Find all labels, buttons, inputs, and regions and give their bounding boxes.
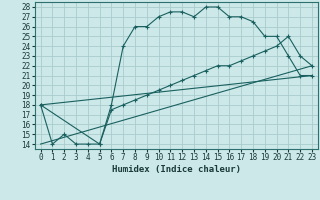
X-axis label: Humidex (Indice chaleur): Humidex (Indice chaleur)	[112, 165, 241, 174]
